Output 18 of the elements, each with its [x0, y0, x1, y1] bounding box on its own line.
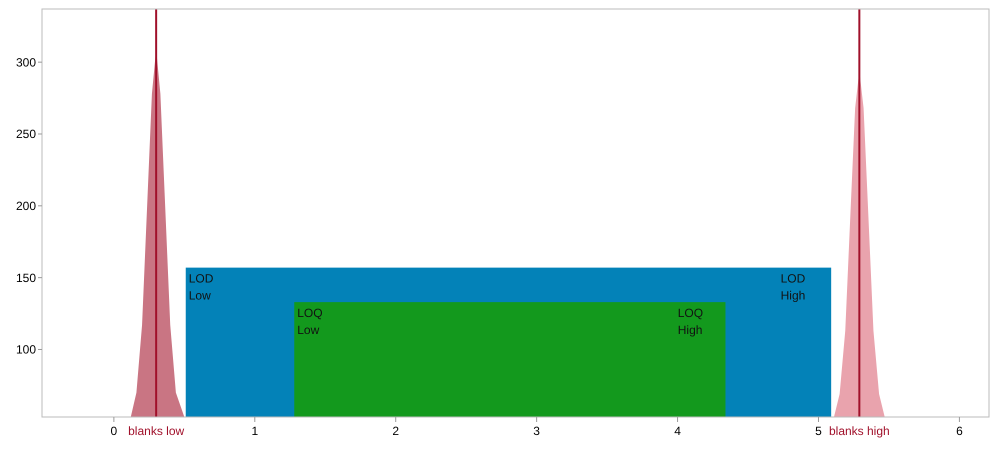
- x-tick-label: 1: [251, 424, 258, 438]
- y-tick-label: 250: [16, 127, 36, 142]
- y-tick-label: 300: [16, 55, 36, 70]
- y-tick-label: 150: [16, 270, 36, 285]
- x-tick-label: 5: [815, 424, 822, 438]
- ref-line-label: blanks low: [128, 424, 184, 438]
- x-tick-label: 3: [533, 424, 540, 438]
- x-tick-label: 2: [392, 424, 400, 438]
- x-tick-label: 0: [110, 424, 118, 438]
- x-tick-label: 6: [956, 424, 964, 438]
- annotation: LOD High: [780, 272, 806, 303]
- annotation: LOQ Low: [297, 306, 323, 338]
- annotation: LOQ High: [678, 306, 704, 338]
- ref-line-label: blanks high: [828, 424, 890, 438]
- y-tick-label: 100: [16, 342, 36, 357]
- x-tick-label: 4: [674, 424, 682, 438]
- annotation: LOD Low: [188, 272, 214, 303]
- y-tick-label: 200: [16, 199, 36, 214]
